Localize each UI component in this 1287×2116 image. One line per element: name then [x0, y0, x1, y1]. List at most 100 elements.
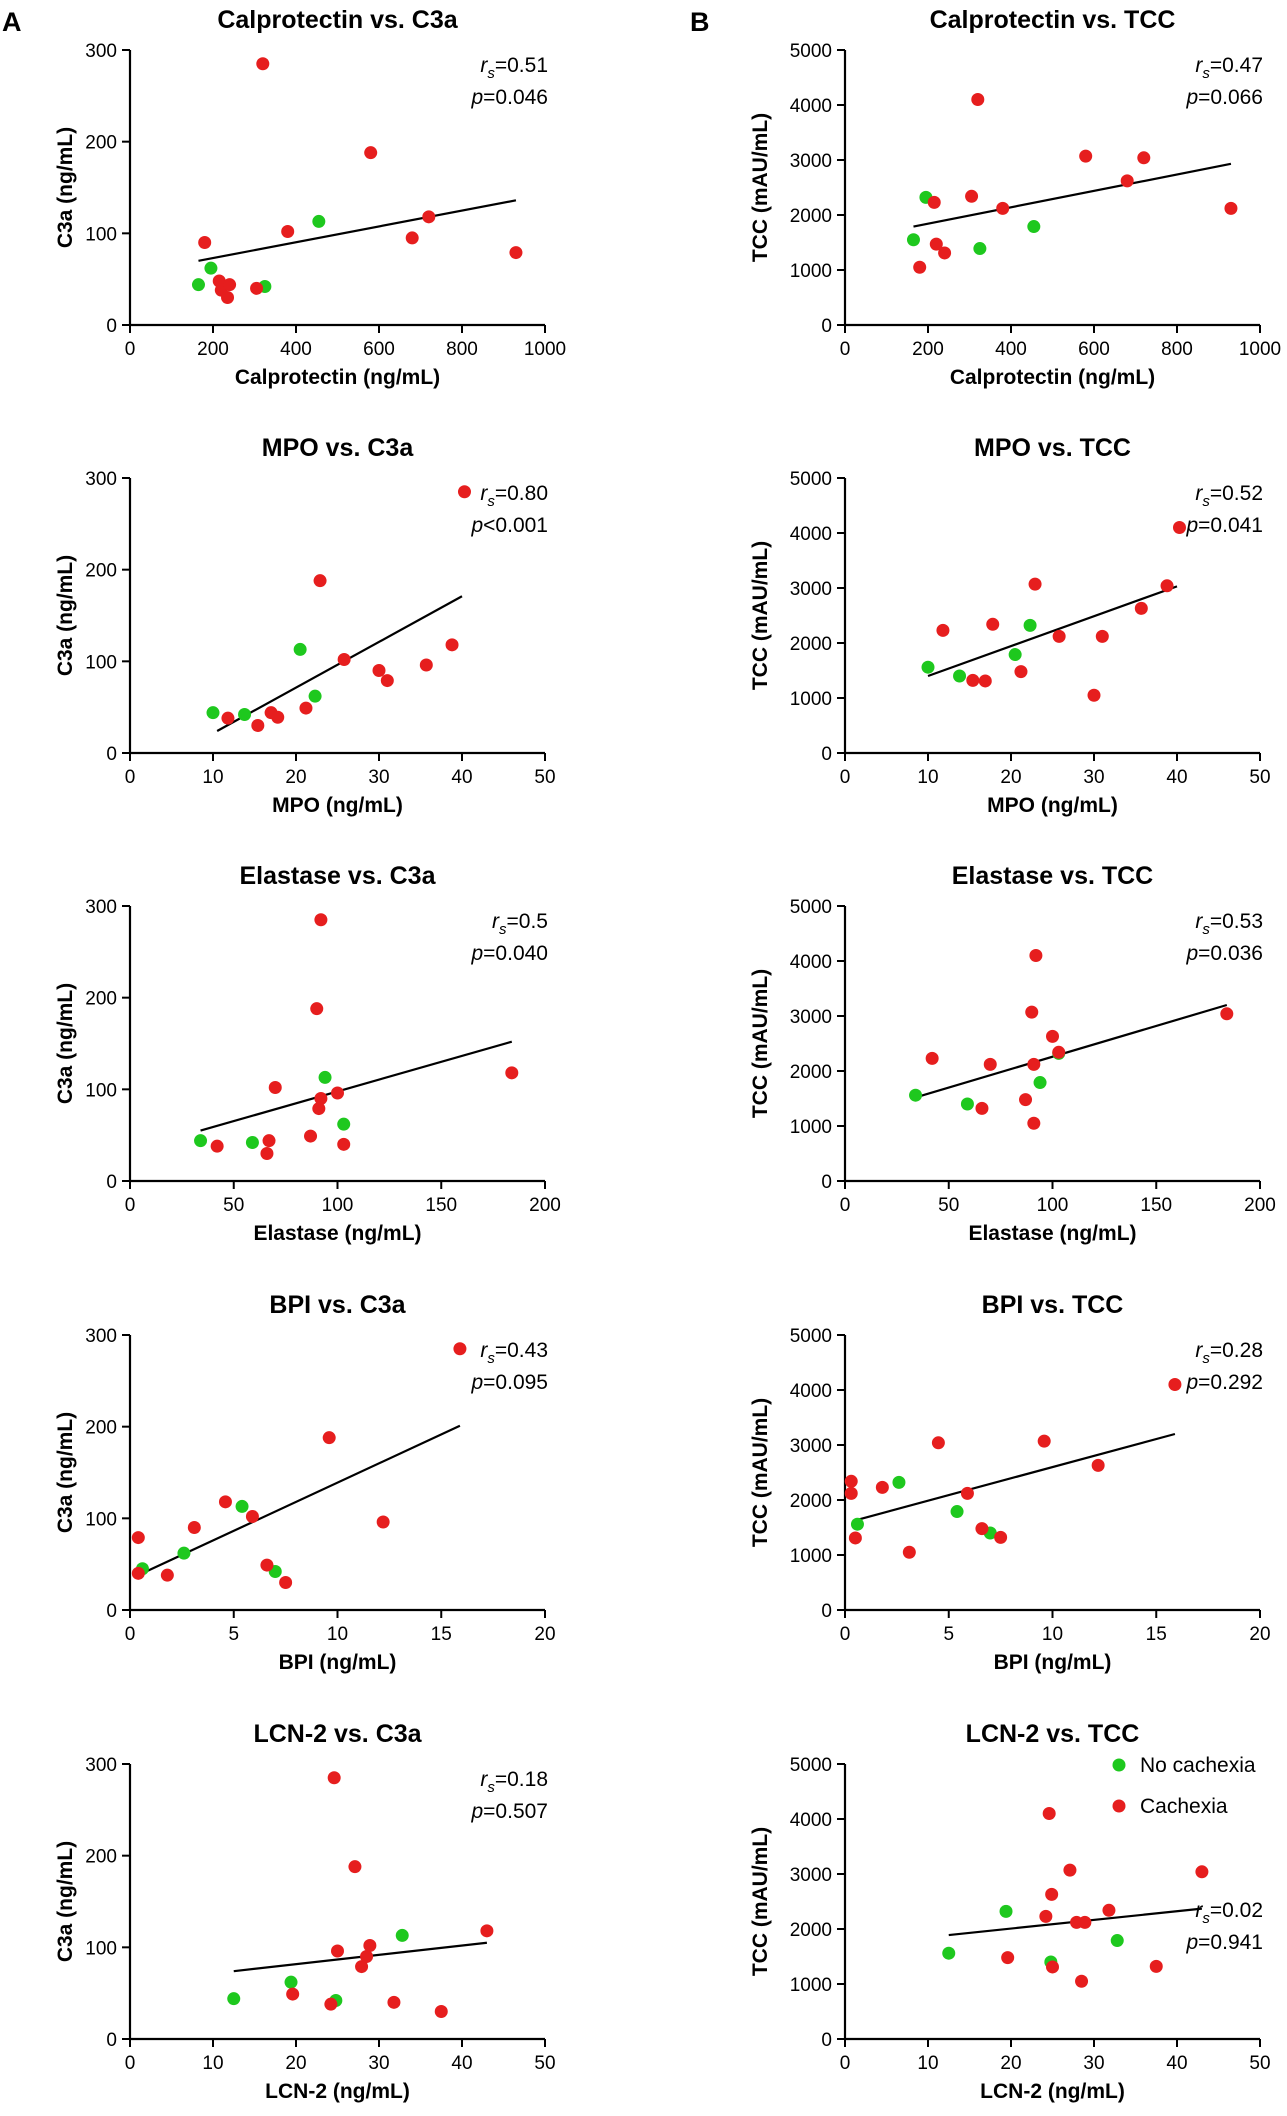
chart-panel: LCN-2 vs. C3a 0 10 20 30 40 50 0 100 200 300 LCN-2 … [54, 1720, 556, 2103]
y-tick-label: 5000 [790, 469, 832, 490]
x-tick-label: 10 [327, 1624, 348, 1645]
stat-p: p=0.041 [1185, 514, 1263, 537]
cachexia-point [363, 1939, 377, 1952]
no-cachexia-point [1033, 1076, 1047, 1090]
stat-p: p=0.040 [470, 942, 548, 965]
y-tick-label: 200 [85, 561, 117, 582]
cachexia-point [1220, 1007, 1234, 1021]
stat-rs: rs=0.5 [492, 910, 548, 938]
cachexia-point [1063, 1863, 1077, 1877]
x-tick-label: 40 [1166, 767, 1187, 788]
no-cachexia-point [973, 242, 987, 256]
y-tick-label: 4000 [790, 96, 832, 117]
stat-p: p=0.507 [470, 1800, 548, 1823]
legend-marker-no-cachexia [1112, 1758, 1126, 1772]
x-tick-label: 400 [280, 339, 312, 360]
cachexia-point [314, 1092, 328, 1105]
y-tick-label: 300 [85, 469, 117, 490]
cachexia-point [975, 1101, 989, 1115]
y-tick-label: 2000 [790, 634, 832, 655]
y-tick-label: 5000 [790, 1326, 832, 1347]
x-tick-label: 20 [285, 2053, 306, 2074]
x-axis-label: LCN-2 (ng/mL) [265, 2080, 410, 2103]
chart-panel: LCN-2 vs. TCC 0 10 20 30 40 50 0 1000 2000 3000 400… [749, 1720, 1271, 2103]
y-tick-label: 4000 [790, 524, 832, 545]
x-tick-label: 0 [125, 767, 136, 788]
regression-line [915, 1003, 1228, 1099]
y-tick-label: 100 [85, 1509, 117, 1530]
chart-panel: Calprotectin vs. C3a 0 200 400 600 800 1000 0 10… [54, 6, 566, 389]
y-tick-label: 3000 [790, 1007, 832, 1028]
x-tick-label: 200 [912, 339, 944, 360]
x-axis-label: BPI (ng/mL) [279, 1651, 397, 1674]
y-axis-label: TCC (mAU/mL) [749, 113, 772, 262]
x-tick-label: 20 [285, 767, 306, 788]
x-tick-label: 30 [368, 2053, 389, 2074]
cachexia-point [1172, 521, 1186, 534]
stat-rs: rs=0.18 [480, 1768, 548, 1796]
y-tick-label: 0 [106, 1601, 117, 1622]
no-cachexia-point [191, 278, 205, 292]
x-tick-label: 50 [534, 767, 555, 788]
x-tick-label: 800 [446, 339, 478, 360]
y-tick-label: 3000 [790, 579, 832, 600]
cachexia-point [281, 225, 295, 238]
cachexia-point [1091, 1458, 1105, 1472]
cachexia-point [929, 237, 943, 251]
legend-label-no-cachexia: No cachexia [1140, 1754, 1256, 1777]
x-tick-label: 10 [1042, 1624, 1063, 1645]
x-tick-label: 20 [1000, 2053, 1021, 2074]
x-tick-label: 200 [1244, 1195, 1276, 1216]
x-tick-label: 50 [1249, 767, 1270, 788]
cachexia-point [245, 1510, 259, 1523]
cachexia-point [1195, 1865, 1209, 1879]
cachexia-point [260, 1147, 274, 1160]
cachexia-point [1039, 1909, 1053, 1923]
stat-p: p=0.036 [1185, 942, 1263, 965]
y-tick-label: 0 [106, 1172, 117, 1193]
stat-rs: rs=0.02 [1195, 1899, 1263, 1927]
cachexia-point [971, 93, 985, 106]
no-cachexia-point [235, 1499, 249, 1513]
cachexia-point [1095, 629, 1109, 643]
cachexia-point [1052, 629, 1066, 643]
no-cachexia-point [318, 1070, 332, 1084]
cachexia-point [1160, 579, 1174, 593]
stat-rs: rs=0.53 [1195, 910, 1263, 938]
x-tick-label: 20 [1000, 767, 1021, 788]
cachexia-point [310, 1002, 324, 1016]
cachexia-point [364, 146, 378, 160]
legend-label-cachexia: Cachexia [1140, 1795, 1228, 1818]
y-tick-label: 5000 [790, 41, 832, 62]
no-cachexia-point [337, 1117, 351, 1131]
y-tick-label: 0 [821, 2030, 832, 2051]
x-tick-label: 400 [995, 339, 1027, 360]
cachexia-point [256, 57, 270, 71]
cachexia-point [480, 1924, 494, 1938]
chart-panel: Calprotectin vs. TCC 0 200 400 600 800 1000 0 10… [749, 6, 1281, 389]
cachexia-point [986, 617, 1000, 631]
cachexia-point [445, 638, 459, 652]
stat-rs: rs=0.80 [480, 482, 548, 510]
cachexia-point [299, 701, 313, 715]
x-tick-label: 50 [534, 2053, 555, 2074]
cachexia-point [457, 485, 471, 499]
x-tick-label: 10 [202, 767, 223, 788]
cachexia-point [268, 1081, 282, 1094]
cachexia-point [975, 1522, 989, 1536]
y-tick-label: 3000 [790, 151, 832, 172]
y-tick-label: 0 [106, 2030, 117, 2051]
cachexia-point [376, 1515, 390, 1529]
cachexia-point [1001, 1951, 1015, 1965]
cachexia-point [1079, 149, 1093, 163]
chart-title: BPI vs. C3a [269, 1291, 406, 1319]
cachexia-point [996, 201, 1010, 215]
x-tick-label: 200 [529, 1195, 561, 1216]
panel-letter-b: B [690, 7, 710, 37]
regression-line [913, 162, 1232, 228]
cachexia-point [1027, 1116, 1041, 1130]
no-cachexia-point [950, 1505, 964, 1519]
cachexia-point [348, 1860, 362, 1874]
stat-p: p=0.066 [1185, 86, 1263, 109]
y-tick-label: 100 [85, 652, 117, 673]
